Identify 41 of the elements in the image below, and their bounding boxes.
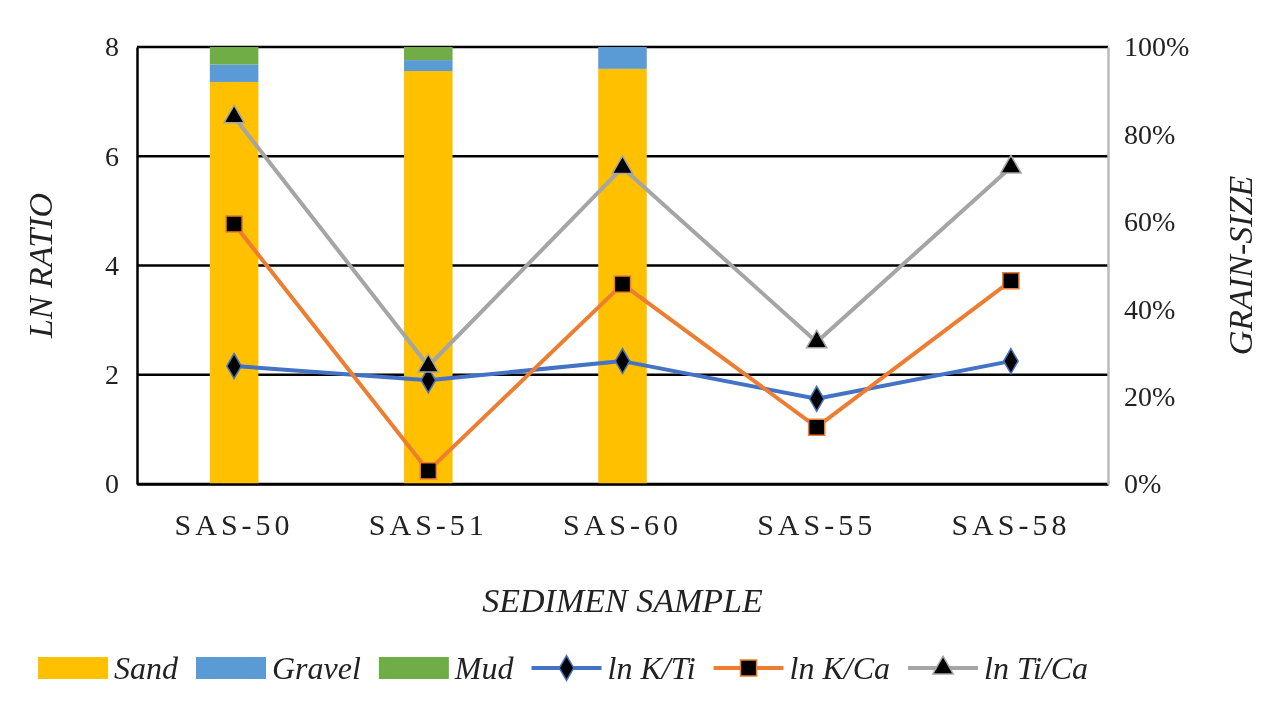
y-tick-label: 2 — [105, 359, 119, 391]
y-tick-label: 6 — [105, 140, 119, 172]
bar — [404, 60, 453, 72]
legend-label: ln K/Ca — [789, 650, 891, 686]
legend-label: Gravel — [272, 650, 361, 686]
y-axis-title: LN RATIO — [22, 192, 59, 340]
y2-tick-label: 100% — [1124, 31, 1190, 63]
y2-tick-label: 40% — [1124, 293, 1176, 325]
bar — [598, 47, 647, 69]
y-tick-label: 4 — [105, 249, 119, 281]
point — [419, 462, 438, 480]
legend-label: Mud — [453, 650, 515, 686]
point — [807, 418, 826, 436]
point — [223, 104, 246, 124]
x-axis-title: SEDIMEN SAMPLE — [482, 582, 763, 619]
y2-tick-label: 0% — [1124, 468, 1162, 500]
x-tick-label: SAS-51 — [368, 508, 488, 541]
y2-tick-label: 80% — [1124, 118, 1176, 150]
x-tick-label: SAS-60 — [562, 508, 683, 541]
y2-tick-label: 60% — [1124, 206, 1176, 238]
point — [611, 155, 634, 175]
bar — [404, 47, 453, 61]
point — [999, 154, 1022, 174]
y-tick-label: 8 — [105, 31, 119, 63]
y2-tick-label: 20% — [1124, 381, 1176, 413]
bar — [209, 47, 259, 65]
x-tick-label: SAS-58 — [951, 508, 1071, 541]
legend-label: ln Ti/Ca — [984, 650, 1089, 686]
y2-axis-title: GRAIN-SIZE — [1222, 175, 1259, 356]
y-tick-label: 0 — [105, 468, 119, 500]
x-tick-label: SAS-50 — [174, 508, 294, 541]
legend-label: Sand — [114, 650, 179, 686]
bar — [598, 68, 647, 484]
x-tick-label: SAS-55 — [757, 508, 877, 541]
legend-label: ln K/Ti — [607, 650, 696, 686]
point — [225, 215, 243, 233]
bar — [209, 81, 259, 484]
bar — [404, 71, 453, 484]
point — [613, 275, 632, 293]
bar — [209, 64, 259, 82]
point — [1002, 271, 1020, 290]
